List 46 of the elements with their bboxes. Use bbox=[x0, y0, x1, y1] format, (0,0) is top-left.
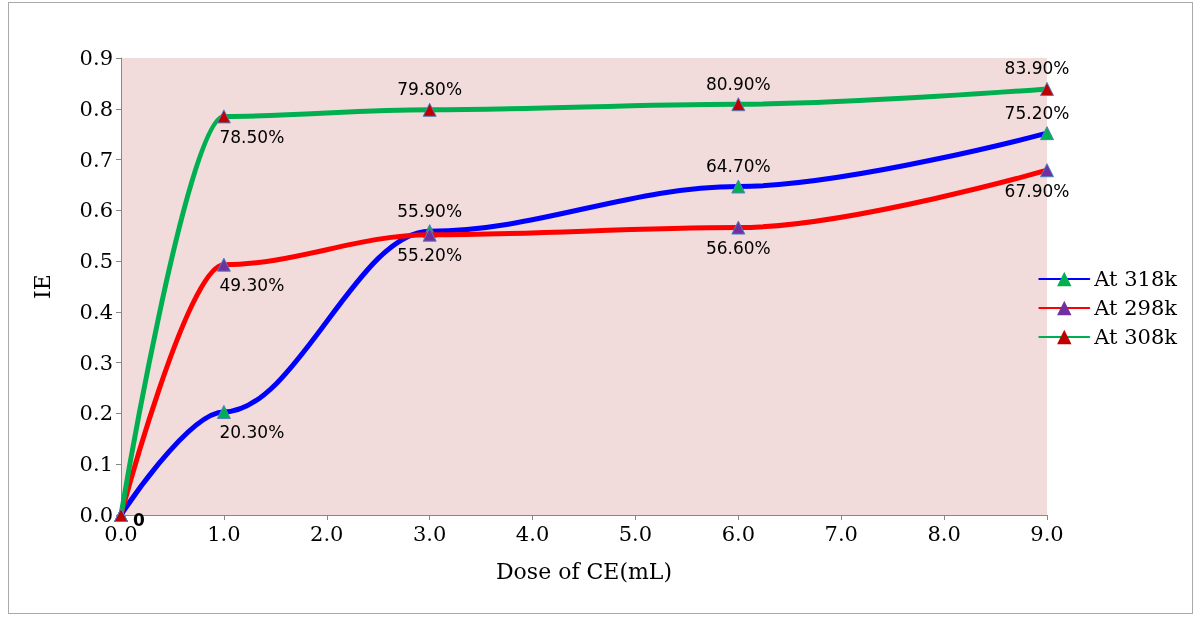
data-label: 80.90% bbox=[705, 73, 771, 94]
legend-label: At 318k bbox=[1093, 267, 1178, 291]
data-label: 79.80% bbox=[397, 79, 463, 100]
y-tick-label: 0.7 bbox=[79, 147, 113, 172]
y-tick-label: 0.6 bbox=[79, 198, 113, 223]
legend-label: At 298k bbox=[1093, 296, 1178, 320]
y-tick-label: 0.5 bbox=[79, 249, 113, 274]
point bbox=[731, 97, 746, 112]
point bbox=[216, 257, 231, 272]
x-tick-label: 2.0 bbox=[310, 521, 344, 546]
y-axis-title: IE bbox=[29, 274, 55, 299]
data-label: 75.20% bbox=[1004, 102, 1070, 123]
point bbox=[731, 179, 746, 194]
y-tick-label: 0.2 bbox=[79, 401, 113, 426]
point bbox=[731, 220, 746, 235]
data-label: 55.90% bbox=[397, 200, 463, 221]
point bbox=[1040, 163, 1054, 178]
x-tick-label: 8.0 bbox=[927, 521, 961, 546]
y-tick-label: 0.8 bbox=[79, 96, 113, 121]
data-label: 64.70% bbox=[705, 155, 771, 176]
y-tick-label: 0.3 bbox=[79, 350, 113, 375]
point bbox=[1040, 126, 1054, 141]
y-tick-label: 0.4 bbox=[79, 299, 113, 324]
x-tick-label: 9.0 bbox=[1030, 521, 1064, 546]
legend-label: At 308k bbox=[1093, 325, 1178, 349]
x-tick-label: 1.0 bbox=[207, 521, 241, 546]
data-label: 83.90% bbox=[1004, 58, 1070, 79]
x-tick-label: 7.0 bbox=[824, 521, 858, 546]
data-label: 20.30% bbox=[219, 422, 285, 443]
data-label: 49.30% bbox=[219, 275, 285, 296]
data-label: 56.60% bbox=[705, 238, 771, 259]
data-label: 55.20% bbox=[397, 245, 463, 266]
y-tick-label: 0.9 bbox=[79, 46, 113, 70]
data-label: 67.90% bbox=[1004, 180, 1070, 201]
y-tick-label: 0.1 bbox=[79, 452, 113, 477]
point bbox=[1040, 81, 1054, 96]
x-tick-label: 4.0 bbox=[515, 521, 550, 546]
point bbox=[422, 102, 437, 117]
point bbox=[216, 109, 231, 124]
x-tick-label: 6.0 bbox=[721, 521, 756, 546]
data-label: 78.50% bbox=[219, 126, 285, 147]
x-tick-label: 3.0 bbox=[412, 521, 447, 546]
x-tick-label: 5.0 bbox=[618, 521, 653, 546]
x-axis-title: Dose of CE(mL) bbox=[495, 558, 673, 584]
point bbox=[216, 404, 231, 419]
y-tick-label: 0.0 bbox=[79, 503, 113, 527]
